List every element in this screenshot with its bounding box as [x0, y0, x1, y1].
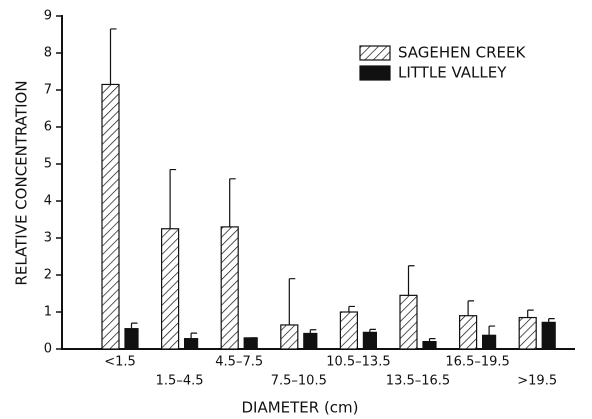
legend-swatch [359, 45, 391, 61]
error-bar [309, 329, 317, 334]
bar [518, 316, 537, 350]
error-bar [428, 338, 436, 342]
error-bar [348, 305, 355, 312]
bar [243, 337, 258, 350]
x-tick-label: 1.5–4.5 [156, 374, 204, 389]
x-tick-label: 7.5–10.5 [271, 374, 327, 389]
error-bar [369, 328, 376, 333]
bar [482, 334, 497, 350]
bar [399, 294, 418, 350]
x-tick-label: 4.5–7.5 [215, 355, 263, 370]
y-tick-label: 2 [44, 268, 52, 283]
x-tick-label: 16.5–19.5 [445, 355, 509, 370]
y-tick-label: 1 [44, 305, 52, 320]
y-axis-label: RELATIVE CONCENTRATION [13, 80, 31, 285]
x-tick-label: <1.5 [104, 355, 136, 370]
error-bar [288, 278, 296, 325]
y-tick-label: 9 [44, 9, 52, 24]
y-tick-label: 8 [44, 46, 52, 61]
bar [184, 338, 199, 350]
error-bar [527, 309, 534, 318]
x-tick-label: >19.5 [517, 374, 557, 389]
legend-label: LITTLE VALLEY [398, 64, 507, 82]
error-bar [169, 168, 177, 229]
y-tick-label: 7 [44, 83, 52, 98]
x-tick-label: 10.5–13.5 [326, 355, 390, 370]
x-axis-label: DIAMETER (cm) [241, 399, 358, 417]
bar [101, 83, 120, 350]
y-tick-label: 4 [44, 194, 52, 209]
error-bar [109, 28, 117, 85]
legend-swatch [359, 65, 391, 81]
legend-label: SAGEHEN CREEK [398, 44, 526, 62]
error-bar [130, 322, 138, 329]
y-tick-label: 5 [44, 157, 52, 172]
bar [220, 226, 239, 350]
x-tick-label: 13.5–16.5 [386, 374, 450, 389]
bar [362, 331, 377, 350]
bar [280, 324, 299, 350]
bar [459, 315, 478, 350]
bar [161, 228, 180, 350]
y-tick-label: 3 [44, 231, 52, 246]
error-bar [488, 325, 496, 336]
error-bar [190, 332, 198, 339]
bar [541, 321, 556, 350]
error-bar [407, 265, 415, 296]
y-tick-label: 6 [44, 120, 52, 135]
bar [422, 341, 437, 350]
error-bar [229, 178, 236, 227]
y-tick-label: 0 [44, 342, 52, 357]
error-bar [467, 300, 475, 316]
bar [303, 332, 318, 350]
bar [124, 328, 139, 350]
bar [339, 311, 358, 350]
error-bar [548, 318, 555, 323]
